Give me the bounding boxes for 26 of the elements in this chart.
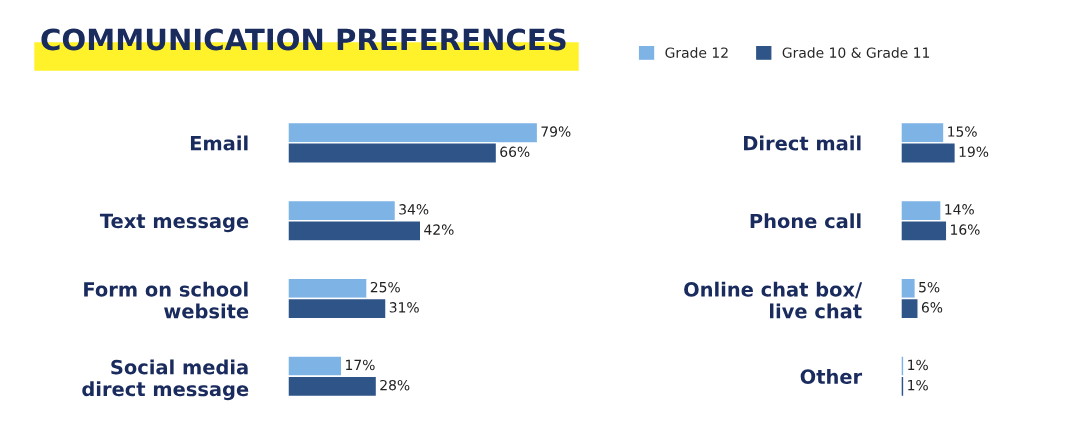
data-label: 19% (959, 146, 989, 158)
legend-label: Grade 10 & Grade 11 (782, 47, 930, 58)
data-label: 16% (951, 224, 980, 235)
data-label: 42% (424, 224, 454, 235)
data-label: 34% (399, 204, 429, 215)
data-label: 79% (541, 126, 571, 137)
y-tick-label: Online chat box/ live chat (684, 281, 863, 319)
data-label: 15% (948, 126, 977, 137)
y-tick-label: Other (800, 368, 863, 384)
data-label: 5% (919, 281, 940, 293)
y-tick-label: Social media direct message (82, 359, 249, 401)
data-label: 1% (908, 379, 928, 391)
data-label: 28% (380, 379, 410, 391)
y-tick-label: Form on school website (84, 281, 249, 319)
y-tick-label: Direct mail (744, 135, 861, 151)
data-label: 1% (908, 359, 928, 371)
legend-label: Grade 12 (665, 47, 728, 58)
y-tick-label: Text message (99, 213, 249, 233)
data-label: 17% (346, 359, 375, 371)
y-tick-label: Email (190, 135, 248, 151)
data-label: 6% (921, 302, 943, 313)
data-label: 14% (945, 204, 974, 215)
data-label: 31% (389, 302, 419, 313)
data-label: 66% (500, 146, 530, 158)
y-tick-label: Phone call (750, 213, 861, 229)
data-label: 25% (370, 281, 400, 293)
